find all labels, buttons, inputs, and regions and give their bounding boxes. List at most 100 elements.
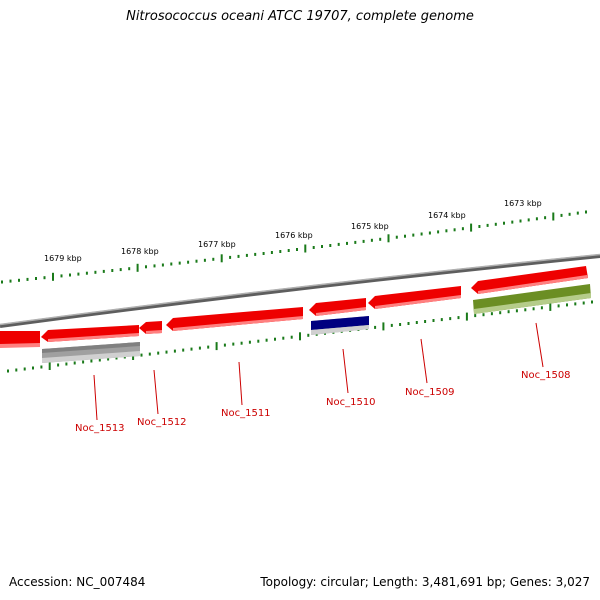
genome-summary-text: Topology: circular; Length: 3,481,691 bp… bbox=[260, 575, 590, 589]
label-leader-noc-1510 bbox=[342, 348, 349, 394]
outer-minor-tick bbox=[195, 259, 198, 263]
outer-minor-tick bbox=[102, 269, 105, 273]
inner-minor-tick bbox=[23, 367, 26, 371]
outer-major-tick bbox=[136, 263, 139, 272]
outer-minor-tick bbox=[1, 280, 3, 284]
outer-minor-tick bbox=[18, 278, 20, 282]
inner-minor-tick bbox=[32, 366, 34, 370]
outer-minor-tick bbox=[321, 245, 323, 248]
kbp-label: 1677 kbp bbox=[198, 240, 236, 249]
inner-minor-tick bbox=[499, 311, 502, 315]
outer-minor-tick bbox=[346, 241, 348, 245]
gene-label-noc-1510[interactable]: Noc_1510 bbox=[326, 397, 376, 408]
gene-arrow-noc-1514[interactable] bbox=[41, 325, 139, 342]
kbp-label: 1674 kbp bbox=[428, 211, 466, 220]
gene-bar-noc-1510[interactable] bbox=[311, 316, 369, 335]
outer-minor-tick bbox=[412, 233, 415, 237]
outer-minor-tick bbox=[519, 219, 522, 223]
outer-minor-tick bbox=[245, 253, 248, 257]
label-leader-noc-1513 bbox=[93, 374, 98, 421]
inner-minor-tick bbox=[407, 322, 410, 325]
outer-minor-tick bbox=[43, 276, 46, 280]
inner-minor-tick bbox=[415, 321, 418, 324]
outer-minor-tick bbox=[77, 272, 80, 276]
inner-major-tick bbox=[48, 362, 51, 370]
outer-minor-tick bbox=[287, 249, 290, 252]
inner-minor-tick bbox=[257, 339, 260, 343]
inner-minor-tick bbox=[173, 349, 176, 353]
inner-minor-tick bbox=[557, 304, 560, 308]
gene-label-noc-1511[interactable]: Noc_1511 bbox=[221, 408, 271, 419]
inner-minor-tick bbox=[457, 316, 460, 320]
outer-minor-tick bbox=[229, 255, 232, 259]
outer-minor-tick bbox=[511, 220, 514, 224]
outer-minor-tick bbox=[379, 237, 382, 241]
outer-minor-tick bbox=[254, 252, 257, 256]
inner-minor-tick bbox=[307, 333, 310, 337]
outer-major-tick bbox=[470, 223, 473, 232]
inner-major-tick bbox=[215, 342, 218, 351]
inner-minor-tick bbox=[474, 314, 477, 318]
outer-minor-tick bbox=[69, 273, 71, 277]
outer-minor-tick bbox=[461, 227, 464, 231]
outer-minor-tick bbox=[535, 217, 538, 221]
kbp-label: 1679 kbp bbox=[44, 254, 82, 263]
outer-minor-tick bbox=[527, 218, 530, 222]
outer-minor-tick bbox=[404, 234, 406, 238]
gene-arrow-noc-1508[interactable] bbox=[471, 266, 588, 294]
outer-minor-tick bbox=[354, 240, 357, 244]
outer-minor-tick bbox=[486, 223, 489, 227]
outer-minor-tick bbox=[279, 250, 282, 253]
inner-minor-tick bbox=[390, 323, 393, 327]
inner-minor-tick bbox=[507, 310, 510, 314]
inner-major-tick bbox=[382, 322, 385, 331]
gene-bar-noc-1513[interactable] bbox=[42, 342, 140, 363]
kbp-label: 1675 kbp bbox=[351, 222, 389, 231]
inner-minor-tick bbox=[90, 359, 93, 363]
outer-minor-tick bbox=[312, 246, 315, 249]
outer-minor-tick bbox=[585, 210, 587, 214]
gene-label-noc-1512[interactable]: Noc_1512 bbox=[137, 417, 187, 428]
outer-minor-tick bbox=[170, 262, 173, 266]
outer-minor-tick bbox=[153, 264, 156, 268]
outer-minor-tick bbox=[296, 248, 298, 251]
inner-minor-tick bbox=[115, 356, 118, 360]
outer-minor-tick bbox=[544, 216, 547, 220]
outer-minor-tick bbox=[26, 277, 29, 281]
inner-minor-tick bbox=[232, 342, 235, 346]
inner-tick-track bbox=[7, 300, 593, 373]
label-leader-noc-1509 bbox=[420, 338, 428, 384]
inner-minor-tick bbox=[148, 352, 151, 356]
gene-label-noc-1513[interactable]: Noc_1513 bbox=[75, 423, 125, 434]
inner-minor-tick bbox=[107, 357, 110, 361]
inner-minor-tick bbox=[207, 345, 210, 349]
inner-minor-tick bbox=[65, 362, 68, 366]
gene-bar-noc-1508-strand[interactable] bbox=[473, 284, 591, 314]
gene-arrow-noc-1509[interactable] bbox=[368, 286, 461, 309]
inner-minor-tick bbox=[182, 348, 185, 352]
outer-minor-tick bbox=[503, 221, 505, 225]
inner-minor-tick bbox=[198, 346, 201, 350]
outer-minor-tick bbox=[270, 251, 273, 254]
inner-minor-tick bbox=[248, 340, 251, 344]
gene-arrow-noc-1510-upper[interactable] bbox=[309, 298, 366, 316]
outer-major-tick bbox=[52, 272, 54, 281]
inner-minor-tick bbox=[515, 309, 518, 313]
kbp-label: 1676 kbp bbox=[275, 231, 313, 240]
inner-minor-tick bbox=[540, 306, 543, 310]
gene-arrow-noc-1512[interactable] bbox=[139, 321, 162, 334]
inner-major-tick bbox=[465, 312, 468, 321]
gene-label-noc-1509[interactable]: Noc_1509 bbox=[405, 387, 455, 398]
gene-arrow-noc-1511[interactable] bbox=[166, 307, 303, 331]
outer-minor-tick bbox=[111, 269, 114, 272]
kbp-label: 1678 kbp bbox=[121, 247, 159, 256]
outer-tick-track bbox=[1, 210, 587, 284]
outer-minor-tick bbox=[329, 244, 332, 247]
gene-arrow-left-edge[interactable] bbox=[0, 331, 40, 348]
inner-minor-tick bbox=[566, 303, 568, 307]
inner-minor-tick bbox=[98, 358, 101, 362]
outer-major-tick bbox=[387, 234, 390, 243]
inner-minor-tick bbox=[140, 353, 143, 357]
gene-label-noc-1508[interactable]: Noc_1508 bbox=[521, 370, 571, 381]
